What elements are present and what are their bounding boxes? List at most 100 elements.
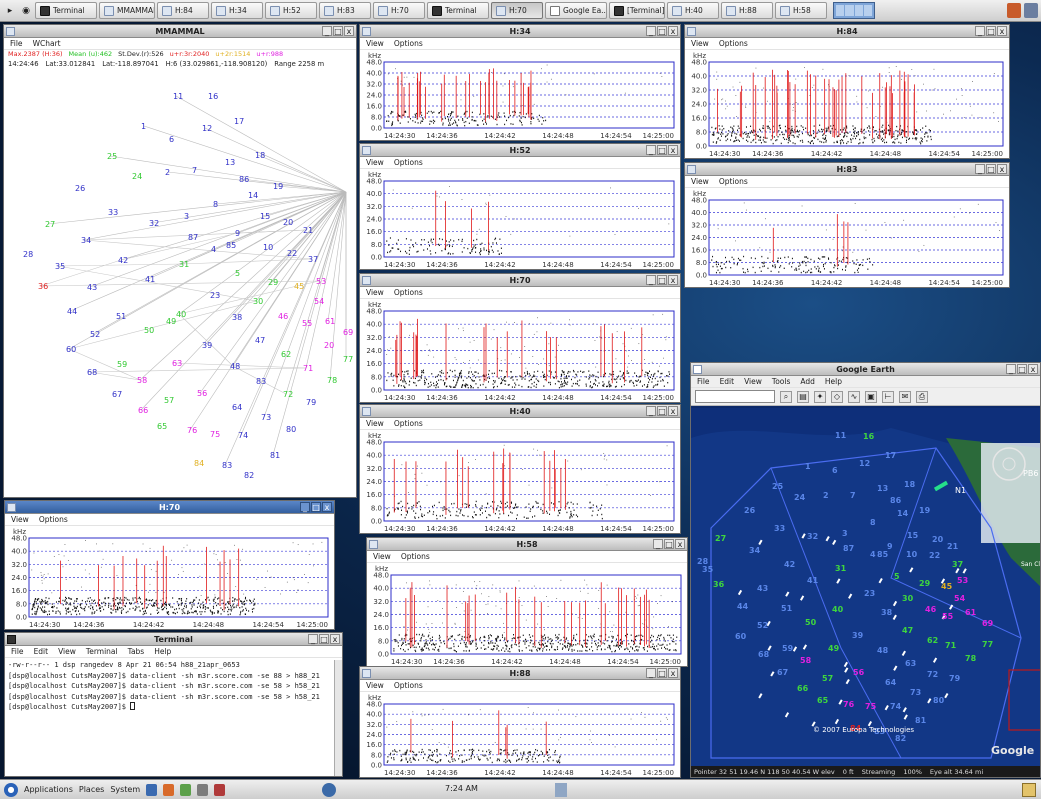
- print-icon[interactable]: ⎙: [916, 390, 928, 403]
- workspace-switcher[interactable]: [833, 2, 875, 19]
- hydrophone-label[interactable]: 53: [957, 576, 968, 585]
- hydrophone-label[interactable]: 66: [797, 684, 809, 693]
- hydrophone-label[interactable]: 31: [179, 260, 189, 269]
- hydrophone-label[interactable]: 2: [823, 491, 829, 500]
- hydrophone-label[interactable]: 20: [283, 218, 293, 227]
- close-button[interactable]: x: [668, 145, 678, 155]
- minimize-button[interactable]: _: [646, 275, 656, 285]
- hydrophone-label[interactable]: 52: [757, 621, 768, 630]
- clock[interactable]: 7:24 AM: [445, 784, 478, 793]
- maximize-button[interactable]: □: [333, 26, 343, 36]
- hydrophone-label[interactable]: 57: [822, 674, 833, 683]
- hydrophone-label[interactable]: 11: [835, 431, 847, 440]
- hydrophone-label[interactable]: 83: [256, 377, 266, 386]
- menu-options[interactable]: Options: [400, 552, 430, 561]
- hydrophone-label[interactable]: 14: [897, 509, 909, 518]
- network-icon[interactable]: [1024, 3, 1038, 18]
- terminal-output[interactable]: -rw-r--r-- 1 dsp rangedev 8 Apr 21 06:54…: [5, 658, 342, 776]
- hydrophone-label[interactable]: 1: [141, 122, 146, 131]
- hydrophone-label[interactable]: 48: [230, 362, 240, 371]
- hydrophone-label[interactable]: 56: [197, 389, 207, 398]
- hydrophone-label[interactable]: 59: [117, 360, 127, 369]
- hydrophone-label[interactable]: 68: [758, 650, 770, 659]
- minimize-button[interactable]: _: [975, 164, 985, 174]
- minimize-button[interactable]: _: [646, 145, 656, 155]
- navigation-compass-icon[interactable]: [992, 447, 1026, 481]
- menu-view[interactable]: View: [366, 39, 384, 48]
- hydrophone-label[interactable]: 73: [261, 413, 271, 422]
- menu-options[interactable]: Options: [38, 515, 68, 524]
- system-menu[interactable]: System: [110, 785, 141, 794]
- minimize-button[interactable]: _: [975, 26, 985, 36]
- hydrophone-label[interactable]: 18: [255, 151, 265, 160]
- menu-view[interactable]: View: [366, 681, 384, 690]
- hydrophone-label[interactable]: 26: [75, 184, 85, 193]
- hydrophone-label[interactable]: 31: [835, 564, 847, 573]
- menu-add[interactable]: Add: [800, 377, 815, 386]
- terminal-scrollbar[interactable]: [334, 660, 342, 776]
- terminal-titlebar[interactable]: Terminal _ □ x: [5, 633, 342, 646]
- menu-help[interactable]: Help: [154, 647, 172, 656]
- h70-active-window[interactable]: H:70 _ □ x View Options kHz 48.0 40.0 32.0 24.0 16.…: [4, 500, 335, 630]
- maximize-button[interactable]: □: [657, 275, 667, 285]
- hydrophone-label[interactable]: 18: [904, 480, 916, 489]
- plot-titlebar[interactable]: H:70 _ □ x: [5, 501, 334, 514]
- hydrophone-label[interactable]: 77: [343, 355, 353, 364]
- plot-titlebar[interactable]: H:40 _ □ x: [360, 405, 680, 418]
- hydrophone-label[interactable]: 38: [232, 313, 242, 322]
- hydrophone-label[interactable]: 29: [268, 278, 278, 287]
- taskbar-button[interactable]: MMAMMAL: [99, 2, 155, 19]
- menu-arrow-icon[interactable]: ▸: [7, 5, 13, 16]
- taskbar-button[interactable]: H:52: [265, 2, 317, 19]
- plot-titlebar[interactable]: H:84 _ □ x: [685, 25, 1009, 38]
- minimize-button[interactable]: _: [1006, 364, 1016, 374]
- close-button[interactable]: x: [344, 26, 354, 36]
- maximize-button[interactable]: □: [657, 26, 667, 36]
- hydrophone-label[interactable]: 43: [757, 584, 768, 593]
- hydrophone-label[interactable]: 78: [965, 654, 977, 663]
- hydrophone-label[interactable]: 59: [782, 644, 794, 653]
- h52-window[interactable]: H:52 _ □ x View Options kHz 48.0 40.0 32.0 24.0 16.…: [359, 143, 681, 270]
- hydrophone-label[interactable]: 26: [744, 506, 756, 515]
- hydrophone-label[interactable]: 27: [45, 220, 55, 229]
- hydrophone-label[interactable]: 13: [225, 158, 235, 167]
- menu-view[interactable]: View: [11, 515, 29, 524]
- hydrophone-label[interactable]: 64: [232, 403, 242, 412]
- navigation-compass-icon[interactable]: [1002, 457, 1016, 471]
- minimize-button[interactable]: _: [308, 634, 318, 644]
- hydrophone-label[interactable]: 86: [239, 175, 249, 184]
- menu-tabs[interactable]: Tabs: [127, 647, 145, 656]
- mmammal-titlebar[interactable]: MMAMMAL _ □ x: [4, 25, 356, 38]
- hydrophone-label[interactable]: 20: [324, 341, 334, 350]
- path-icon[interactable]: ∿: [848, 390, 860, 403]
- hydrophone-label[interactable]: 16: [863, 432, 875, 441]
- close-button[interactable]: x: [675, 539, 685, 549]
- hydrophone-label[interactable]: 71: [945, 641, 957, 650]
- hydrophone-label[interactable]: 38: [881, 608, 893, 617]
- hydrophone-label[interactable]: 71: [303, 364, 313, 373]
- taskbar-button[interactable]: H:88: [721, 2, 773, 19]
- hydrophone-label[interactable]: 4: [870, 550, 876, 559]
- menu-view[interactable]: View: [691, 39, 709, 48]
- hydrophone-label[interactable]: 69: [982, 619, 994, 628]
- hydrophone-label[interactable]: 37: [308, 255, 318, 264]
- taskbar-button[interactable]: H:84: [157, 2, 209, 19]
- close-button[interactable]: x: [668, 668, 678, 678]
- hydrophone-label[interactable]: 17: [234, 117, 244, 126]
- hydrophone-label[interactable]: 10: [263, 243, 273, 252]
- hydrophone-label[interactable]: 85: [226, 241, 236, 250]
- hydrophone-label[interactable]: 86: [890, 496, 902, 505]
- menu-tools[interactable]: Tools: [771, 377, 791, 386]
- close-button[interactable]: x: [668, 26, 678, 36]
- hydrophone-label[interactable]: 39: [852, 631, 864, 640]
- plot-titlebar[interactable]: H:58 _ □ x: [367, 538, 687, 551]
- hydrophone-label[interactable]: 49: [166, 317, 176, 326]
- maximize-button[interactable]: □: [1017, 364, 1027, 374]
- h40-window[interactable]: H:40 _ □ x View Options kHz 48.0 40.0 32.0 24.0 16.…: [359, 404, 681, 534]
- hydrophone-label[interactable]: 8: [213, 200, 218, 209]
- hydrophone-label[interactable]: 5: [235, 269, 240, 278]
- hydrophone-label[interactable]: 53: [316, 277, 326, 286]
- hydrophone-label[interactable]: 3: [184, 212, 189, 221]
- hydrophone-label[interactable]: 87: [843, 544, 854, 553]
